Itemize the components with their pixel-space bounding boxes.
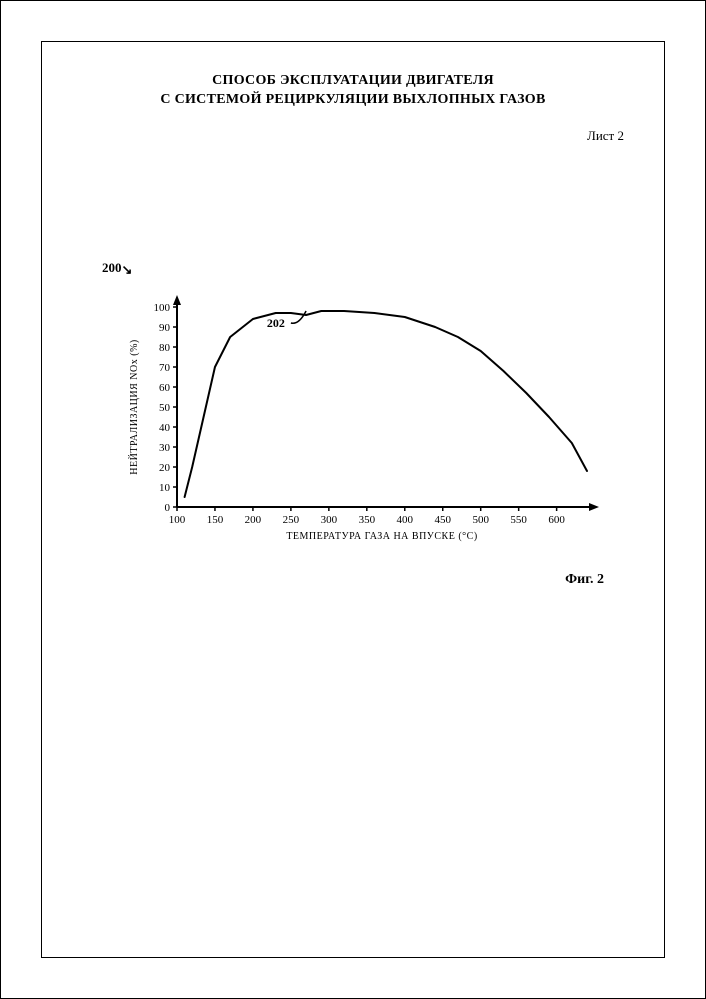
svg-text:100: 100 xyxy=(154,302,171,314)
page: СПОСОБ ЭКСПЛУАТАЦИИ ДВИГАТЕЛЯ С СИСТЕМОЙ… xyxy=(0,0,706,999)
page-title: СПОСОБ ЭКСПЛУАТАЦИИ ДВИГАТЕЛЯ С СИСТЕМОЙ… xyxy=(42,72,664,110)
svg-text:600: 600 xyxy=(548,514,565,526)
svg-text:70: 70 xyxy=(159,362,171,374)
svg-text:500: 500 xyxy=(472,514,489,526)
svg-text:10: 10 xyxy=(159,482,171,494)
svg-text:250: 250 xyxy=(283,514,300,526)
figure-id-text: 200 xyxy=(102,260,122,275)
indicator-arrow-icon: ↘ xyxy=(122,262,133,278)
svg-text:НЕЙТРАЛИЗАЦИЯ NOx (%): НЕЙТРАЛИЗАЦИЯ NOx (%) xyxy=(128,339,140,474)
svg-text:0: 0 xyxy=(165,502,171,514)
title-line-2: С СИСТЕМОЙ РЕЦИРКУЛЯЦИИ ВЫХЛОПНЫХ ГАЗОВ xyxy=(42,91,664,110)
inner-frame: СПОСОБ ЭКСПЛУАТАЦИИ ДВИГАТЕЛЯ С СИСТЕМОЙ… xyxy=(41,41,665,958)
svg-text:450: 450 xyxy=(434,514,451,526)
svg-text:300: 300 xyxy=(321,514,338,526)
svg-text:20: 20 xyxy=(159,462,171,474)
chart-svg: 0 10 20 30 40 50 60 70 80 90 100 100 150 200 250 300 350… xyxy=(122,292,602,552)
svg-text:30: 30 xyxy=(159,442,171,454)
figure-caption: Фиг. 2 xyxy=(565,572,604,588)
svg-text:80: 80 xyxy=(159,342,171,354)
svg-text:50: 50 xyxy=(159,402,171,414)
svg-text:400: 400 xyxy=(397,514,414,526)
svg-text:40: 40 xyxy=(159,422,171,434)
svg-text:60: 60 xyxy=(159,382,171,394)
svg-text:202: 202 xyxy=(267,316,285,330)
svg-text:100: 100 xyxy=(169,514,186,526)
svg-text:ТЕМПЕРАТУРА ГАЗА НА ВПУСКЕ (°C: ТЕМПЕРАТУРА ГАЗА НА ВПУСКЕ (°C) xyxy=(286,531,477,542)
sheet-number: Лист 2 xyxy=(42,128,624,144)
svg-text:550: 550 xyxy=(510,514,527,526)
svg-text:150: 150 xyxy=(207,514,224,526)
title-line-1: СПОСОБ ЭКСПЛУАТАЦИИ ДВИГАТЕЛЯ xyxy=(42,72,664,91)
svg-text:350: 350 xyxy=(359,514,376,526)
svg-text:90: 90 xyxy=(159,322,171,334)
figure-id-label: 200↘ xyxy=(102,260,132,276)
nox-chart: 0 10 20 30 40 50 60 70 80 90 100 100 150 200 250 300 350… xyxy=(122,292,602,552)
svg-text:200: 200 xyxy=(245,514,262,526)
